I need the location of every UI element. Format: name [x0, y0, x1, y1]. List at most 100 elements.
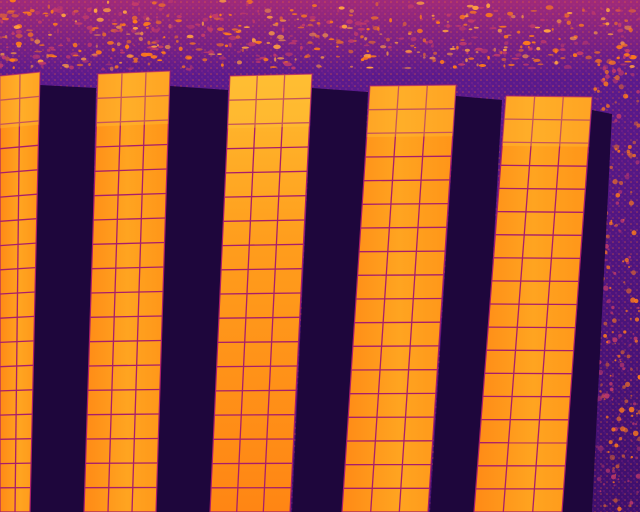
- vegetation-speck: [625, 310, 627, 312]
- vegetation-speck: [564, 13, 569, 17]
- panel-grid-line-h: [490, 304, 577, 305]
- vegetation-speck: [317, 22, 321, 25]
- vegetation-speck: [175, 35, 179, 38]
- vegetation-speck: [619, 413, 621, 415]
- vegetation-speck: [159, 8, 163, 11]
- vegetation-speck: [428, 40, 433, 44]
- vegetation-speck: [603, 504, 606, 507]
- vegetation-speck: [267, 16, 273, 19]
- vegetation-speck: [229, 43, 232, 48]
- vegetation-speck: [9, 58, 15, 62]
- vegetation-speck: [613, 272, 616, 275]
- vegetation-speck: [504, 46, 508, 48]
- vegetation-speck: [612, 470, 615, 473]
- vegetation-speck: [284, 63, 292, 67]
- vegetation-speck: [631, 270, 636, 275]
- vegetation-speck: [195, 24, 200, 26]
- vegetation-speck: [132, 16, 138, 20]
- vegetation-speck: [32, 55, 40, 59]
- vegetation-speck: [290, 9, 294, 11]
- vegetation-speck: [608, 248, 610, 250]
- vegetation-speck: [494, 48, 497, 52]
- vegetation-speck: [503, 51, 507, 55]
- vegetation-speck: [469, 28, 473, 30]
- vegetation-speck: [493, 10, 498, 12]
- vegetation-speck: [30, 38, 34, 41]
- vegetation-speck: [630, 395, 632, 397]
- vegetation-speck: [636, 90, 640, 94]
- vegetation-speck: [107, 41, 114, 45]
- vegetation-speck: [379, 33, 382, 35]
- vegetation-speck: [64, 66, 69, 68]
- vegetation-speck: [503, 49, 507, 51]
- vegetation-speck: [87, 26, 93, 30]
- vegetation-speck: [535, 27, 540, 29]
- vegetation-speck: [504, 41, 508, 45]
- vegetation-speck: [633, 402, 636, 405]
- vegetation-speck: [277, 35, 284, 40]
- vegetation-speck: [560, 57, 565, 59]
- vegetation-speck: [614, 22, 618, 25]
- vegetation-speck: [468, 57, 474, 59]
- vegetation-speck: [500, 33, 503, 35]
- vegetation-speck: [375, 2, 378, 6]
- vegetation-speck: [202, 22, 204, 26]
- panel-grid-line-h: [216, 390, 297, 391]
- vegetation-speck: [616, 9, 624, 12]
- vegetation-speck: [541, 40, 546, 44]
- vegetation-speck: [143, 24, 149, 27]
- vegetation-speck: [610, 455, 616, 461]
- vegetation-speck: [46, 54, 49, 59]
- vegetation-speck: [540, 19, 545, 21]
- vegetation-speck: [606, 8, 610, 12]
- vegetation-speck: [280, 16, 283, 20]
- vegetation-speck: [626, 288, 631, 293]
- vegetation-speck: [11, 14, 18, 17]
- vegetation-speck: [119, 62, 122, 64]
- vegetation-speck: [486, 13, 493, 17]
- vegetation-speck: [464, 15, 467, 17]
- vegetation-speck: [635, 456, 638, 459]
- vegetation-speck: [613, 481, 615, 483]
- vegetation-speck: [274, 57, 276, 61]
- vegetation-speck: [629, 501, 633, 505]
- vegetation-speck: [612, 331, 614, 333]
- vegetation-speck: [598, 446, 604, 452]
- vegetation-speck: [83, 15, 90, 19]
- vegetation-speck: [157, 59, 162, 61]
- vegetation-speck: [634, 337, 638, 341]
- vegetation-speck: [51, 55, 57, 57]
- vegetation-speck: [300, 46, 303, 50]
- vegetation-speck: [329, 38, 335, 40]
- vegetation-speck: [354, 32, 358, 36]
- vegetation-speck: [610, 166, 613, 169]
- vegetation-speck: [605, 74, 610, 79]
- vegetation-speck: [471, 36, 478, 38]
- vegetation-speck: [386, 51, 388, 55]
- vegetation-speck: [305, 54, 311, 57]
- vegetation-speck: [601, 8, 604, 10]
- vegetation-speck: [2, 18, 9, 21]
- vegetation-speck: [123, 10, 127, 13]
- vegetation-speck: [289, 35, 293, 37]
- vegetation-speck: [203, 52, 210, 54]
- vegetation-speck: [613, 179, 618, 184]
- vegetation-speck: [209, 15, 212, 18]
- vegetation-speck: [220, 18, 224, 21]
- solar-panel-row-2: [84, 71, 170, 512]
- vegetation-speck: [570, 27, 573, 29]
- vegetation-speck: [632, 422, 635, 425]
- vegetation-speck: [455, 25, 461, 27]
- vegetation-speck: [179, 47, 183, 51]
- vegetation-speck: [217, 53, 222, 55]
- vegetation-speck: [521, 15, 523, 18]
- vegetation-speck: [362, 57, 368, 60]
- vegetation-speck: [236, 35, 240, 38]
- vegetation-speck: [631, 73, 634, 76]
- vegetation-speck: [619, 181, 623, 185]
- vegetation-speck: [7, 11, 15, 14]
- vegetation-speck: [614, 119, 617, 122]
- vegetation-speck: [201, 34, 205, 37]
- vegetation-speck: [618, 23, 621, 28]
- vegetation-speck: [126, 40, 131, 44]
